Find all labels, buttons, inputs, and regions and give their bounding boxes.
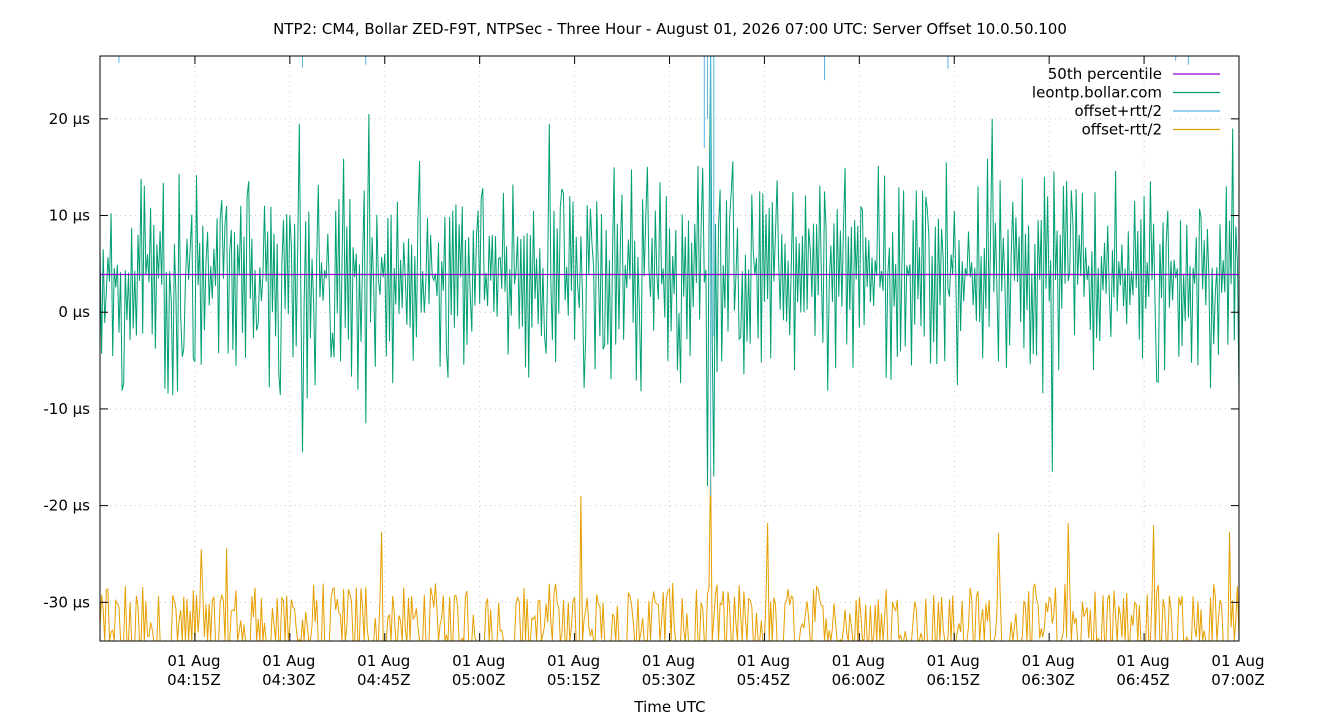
x-tick-label-time: 06:30Z [1021,671,1075,689]
x-tick-label-date: 01 Aug [1117,652,1170,670]
x-tick-label-time: 04:15Z [167,671,221,689]
x-tick-label-time: 06:45Z [1116,671,1170,689]
x-tick-label-date: 01 Aug [357,652,410,670]
y-tick-label: -30 µs [43,593,90,611]
x-tick-label-date: 01 Aug [642,652,695,670]
legend-offset-plus-rtt-label: offset+rtt/2 [1074,102,1162,120]
x-tick-label-date: 01 Aug [737,652,790,670]
x-tick-label-time: 05:00Z [452,671,506,689]
x-tick-label-date: 01 Aug [167,652,220,670]
x-tick-label-time: 04:30Z [262,671,316,689]
legend: 50th percentileleontp.bollar.comoffset+r… [1032,65,1220,139]
x-tick-label-time: 04:45Z [357,671,411,689]
chart-title: NTP2: CM4, Bollar ZED-F9T, NTPSec - Thre… [273,20,1067,38]
x-tick-label-time: 05:45Z [737,671,791,689]
y-tick-label: 0 µs [58,303,90,321]
y-tick-label: 10 µs [49,207,90,225]
x-tick-label-date: 01 Aug [1211,652,1264,670]
x-tick-label-time: 05:30Z [642,671,696,689]
x-tick-label-date: 01 Aug [832,652,885,670]
x-tick-label-date: 01 Aug [1022,652,1075,670]
x-tick-label-time: 06:00Z [832,671,886,689]
y-tick-label: -10 µs [43,400,90,418]
y-tick-label: 20 µs [49,110,90,128]
x-tick-label-date: 01 Aug [547,652,600,670]
series-layer [99,55,1240,643]
series-leontp-line [99,55,1240,487]
legend-50th-percentile-label: 50th percentile [1048,65,1162,83]
x-tick-label-date: 01 Aug [927,652,980,670]
x-tick-label-time: 07:00Z [1211,671,1265,689]
legend-leontp-label: leontp.bollar.com [1032,84,1162,102]
x-tick-label-time: 06:15Z [926,671,980,689]
x-axis-label: Time UTC [633,698,705,716]
legend-offset-minus-rtt-label: offset-rtt/2 [1082,121,1162,139]
x-tick-label-date: 01 Aug [452,652,505,670]
series-offset-minus-rtt-line [99,464,1240,643]
x-tick-label-time: 05:15Z [547,671,601,689]
y-tick-label: -20 µs [43,497,90,515]
x-tick-label-date: 01 Aug [262,652,315,670]
